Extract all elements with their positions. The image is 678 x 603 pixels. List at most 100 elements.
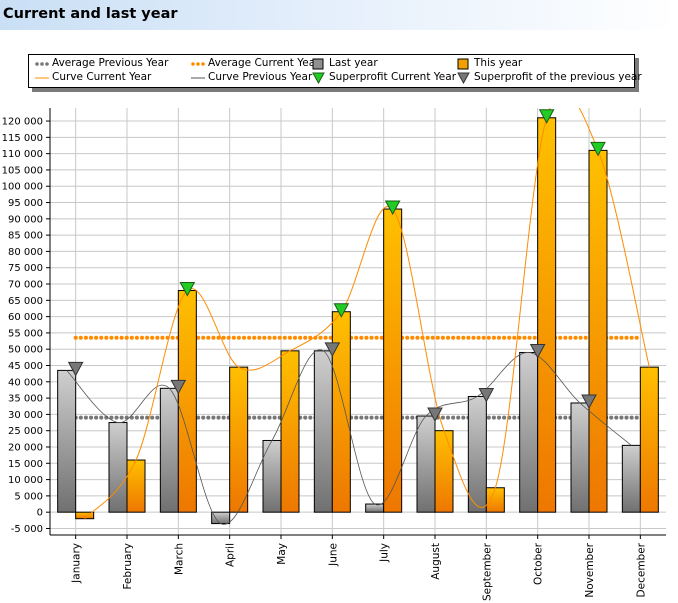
y-tick-labels: -5 000 0 5 000 10 000 15 000 20 000 25 000 30 0…: [2, 117, 43, 535]
y-tick-label: 30 000: [8, 410, 43, 421]
bar-last-year: [467, 395, 487, 513]
bar-last-year: [57, 369, 77, 513]
bar-this-year: [537, 117, 557, 513]
chart-legend: Average Previous Year Average Current Ye…: [28, 54, 642, 88]
marker-superprofit-previous: [581, 394, 597, 410]
x-tick-label: April: [225, 543, 237, 567]
marker-superprofit-current: [179, 282, 196, 297]
y-tick-label: 35 000: [8, 394, 43, 405]
bar-this-year: [639, 366, 659, 513]
y-tick-label: 0: [37, 508, 43, 519]
bar-last-year: [313, 350, 333, 513]
x-tick-label: August: [430, 543, 442, 580]
axes: [46, 108, 666, 539]
x-tick-label: May: [276, 543, 288, 565]
y-tick-label: 15 000: [8, 459, 43, 470]
y-tick-label: 70 000: [8, 280, 43, 291]
y-tick-label: 75 000: [8, 263, 43, 274]
y-tick-label: -5 000: [11, 524, 43, 535]
curve-previous-year: [66, 349, 632, 525]
marker-superprofit-current: [590, 141, 606, 157]
x-tick-label: October: [533, 542, 545, 585]
y-tick-label: 105 000: [2, 165, 43, 176]
bar-last-year: [262, 439, 282, 513]
marker-superprofit-previous: [67, 361, 84, 377]
legend-swatch-avg-cur: [191, 62, 205, 66]
y-tick-label: 65 000: [8, 296, 43, 307]
bar-this-year: [177, 290, 197, 513]
x-tick-labels: January February March April May June July Augu…: [71, 542, 648, 601]
legend-swatch-curve-cur: [35, 77, 49, 79]
y-tick-label: 25 000: [8, 426, 43, 437]
bar-last-year: [570, 402, 590, 513]
legend-label-sp-prev: Superprofit of the previous year: [474, 71, 642, 83]
chart-title: Current and last year: [3, 6, 178, 22]
bar-this-year: [485, 487, 505, 513]
bar-this-year: [434, 430, 454, 513]
legend-label-avg-prev: Average Previous Year: [52, 57, 169, 69]
x-tick-label: November: [584, 542, 596, 597]
y-tick-label: 110 000: [2, 149, 43, 160]
markers: [67, 109, 606, 423]
x-tick-label: September: [481, 542, 493, 601]
marker-superprofit-previous: [529, 343, 546, 359]
y-tick-label: 50 000: [8, 345, 43, 356]
marker-superprofit-previous: [478, 387, 495, 403]
legend-label-avg-cur: Average Current Year: [208, 57, 320, 69]
bar-last-year: [519, 351, 539, 513]
legend-label-curve-prev: Curve Previous Year: [208, 71, 313, 83]
curves: [66, 108, 650, 525]
x-tick-label: January: [71, 543, 83, 584]
legend-label-sp-cur: Superprofit Current Year: [329, 71, 457, 83]
x-tick-label: July: [379, 543, 391, 563]
bar-last-year: [621, 444, 641, 513]
x-tick-label: June: [327, 543, 339, 567]
y-tick-label: 60 000: [8, 312, 43, 323]
bar-last-year: [365, 503, 385, 513]
bars: [57, 117, 659, 525]
bar-this-year: [229, 366, 249, 513]
bar-this-year: [280, 350, 300, 513]
x-tick-label: March: [173, 543, 185, 575]
legend-label-this-year: This year: [474, 57, 523, 69]
bar-this-year: [331, 311, 351, 513]
marker-superprofit-current: [333, 303, 350, 318]
y-tick-label: 5 000: [14, 491, 43, 502]
y-tick-label: 90 000: [8, 214, 43, 225]
marker-superprofit-previous: [324, 342, 341, 357]
bar-this-year: [588, 149, 608, 513]
x-tick-label: December: [635, 542, 647, 597]
y-tick-label: 55 000: [8, 328, 43, 339]
legend-label-last-year: Last year: [329, 57, 378, 69]
bar-this-year: [126, 459, 146, 513]
bar-last-year: [211, 511, 231, 525]
legend-label-curve-cur: Curve Current Year: [52, 71, 152, 83]
legend-swatch-curve-prev: [191, 77, 205, 79]
y-tick-label: 115 000: [2, 133, 43, 144]
bar-this-year: [383, 208, 403, 513]
bar-last-year: [416, 415, 436, 513]
y-tick-label: 80 000: [8, 247, 43, 258]
y-tick-label: 45 000: [8, 361, 43, 372]
legend-swatch-sp-prev: [457, 72, 470, 84]
legend-swatch-this-year: [457, 58, 469, 70]
legend-swatch-sp-cur: [312, 72, 325, 84]
bar-last-year: [108, 422, 128, 513]
x-tick-label: February: [122, 543, 134, 590]
y-tick-label: 20 000: [8, 442, 43, 453]
y-tick-label: 100 000: [2, 182, 43, 193]
y-tick-label: 10 000: [8, 475, 43, 486]
y-tick-label: 120 000: [2, 117, 43, 128]
legend-swatch-avg-prev: [35, 62, 49, 66]
y-tick-label: 95 000: [8, 198, 43, 209]
y-tick-label: 40 000: [8, 377, 43, 388]
marker-superprofit-current: [384, 200, 401, 216]
bar-this-year: [75, 511, 95, 520]
chart-header: Current and last year: [0, 0, 678, 30]
marker-superprofit-previous: [427, 407, 443, 423]
marker-superprofit-previous: [170, 379, 187, 395]
bar-last-year: [159, 387, 179, 513]
y-tick-label: 85 000: [8, 231, 43, 242]
legend-swatch-last-year: [312, 58, 324, 70]
